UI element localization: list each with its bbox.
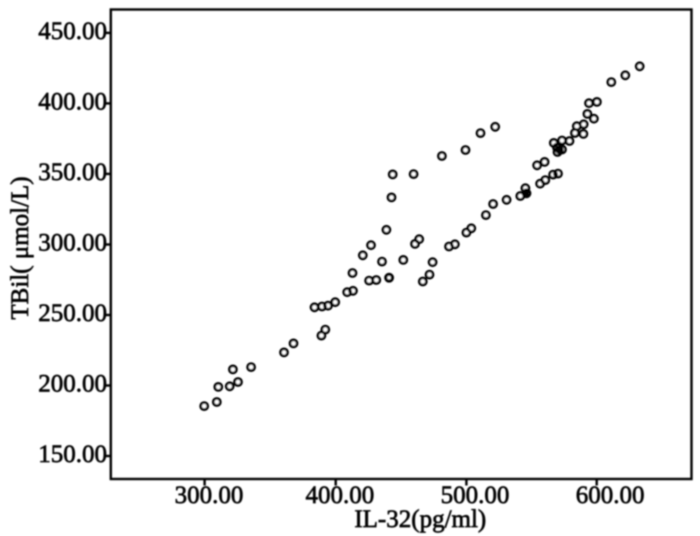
svg-text:150.00: 150.00 <box>38 441 107 468</box>
svg-text:TBil( μmol/L): TBil( μmol/L) <box>7 176 34 319</box>
svg-text:400.00: 400.00 <box>38 88 107 115</box>
svg-text:600.00: 600.00 <box>576 482 645 509</box>
svg-text:300.00: 300.00 <box>38 230 107 257</box>
svg-text:400.00: 400.00 <box>306 482 375 509</box>
svg-text:350.00: 350.00 <box>38 159 107 186</box>
svg-text:250.00: 250.00 <box>38 300 107 327</box>
svg-text:300.00: 300.00 <box>175 482 244 509</box>
svg-text:500.00: 500.00 <box>441 482 510 509</box>
svg-text:200.00: 200.00 <box>38 371 107 398</box>
svg-text:IL-32(pg/ml): IL-32(pg/ml) <box>354 506 486 533</box>
svg-text:450.00: 450.00 <box>38 18 107 45</box>
